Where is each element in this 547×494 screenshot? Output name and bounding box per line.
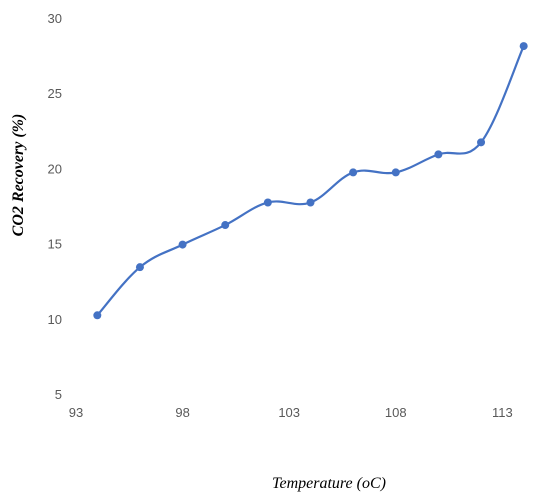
x-axis-ticks: 93 98 103 108 113 — [69, 405, 513, 420]
x-tick-label: 108 — [385, 405, 407, 420]
y-axis-ticks: 5 10 15 20 25 30 — [48, 11, 62, 402]
y-tick-label: 20 — [48, 161, 62, 176]
data-point — [135, 263, 144, 272]
data-point — [349, 168, 358, 177]
data-point — [306, 198, 315, 207]
x-tick-label: 113 — [492, 405, 513, 420]
data-point — [434, 150, 443, 159]
y-tick-label: 5 — [55, 387, 62, 402]
series-layer — [93, 42, 528, 320]
x-tick-label: 93 — [69, 405, 83, 420]
data-point — [263, 198, 272, 207]
data-point — [178, 240, 187, 249]
y-tick-label: 30 — [48, 11, 62, 26]
data-point — [519, 42, 528, 51]
y-axis-title: CO2 Recovery (%) — [10, 114, 27, 237]
x-tick-label: 98 — [175, 405, 189, 420]
y-tick-label: 10 — [48, 312, 62, 327]
data-point — [477, 138, 486, 147]
data-point — [221, 221, 230, 230]
y-tick-label: 25 — [48, 86, 62, 101]
x-tick-label: 103 — [278, 405, 300, 420]
data-point — [391, 168, 400, 177]
y-tick-label: 15 — [48, 237, 62, 252]
x-axis-title: Temperature (oC) — [272, 475, 386, 492]
series-line — [96, 44, 525, 317]
data-point — [93, 311, 102, 320]
